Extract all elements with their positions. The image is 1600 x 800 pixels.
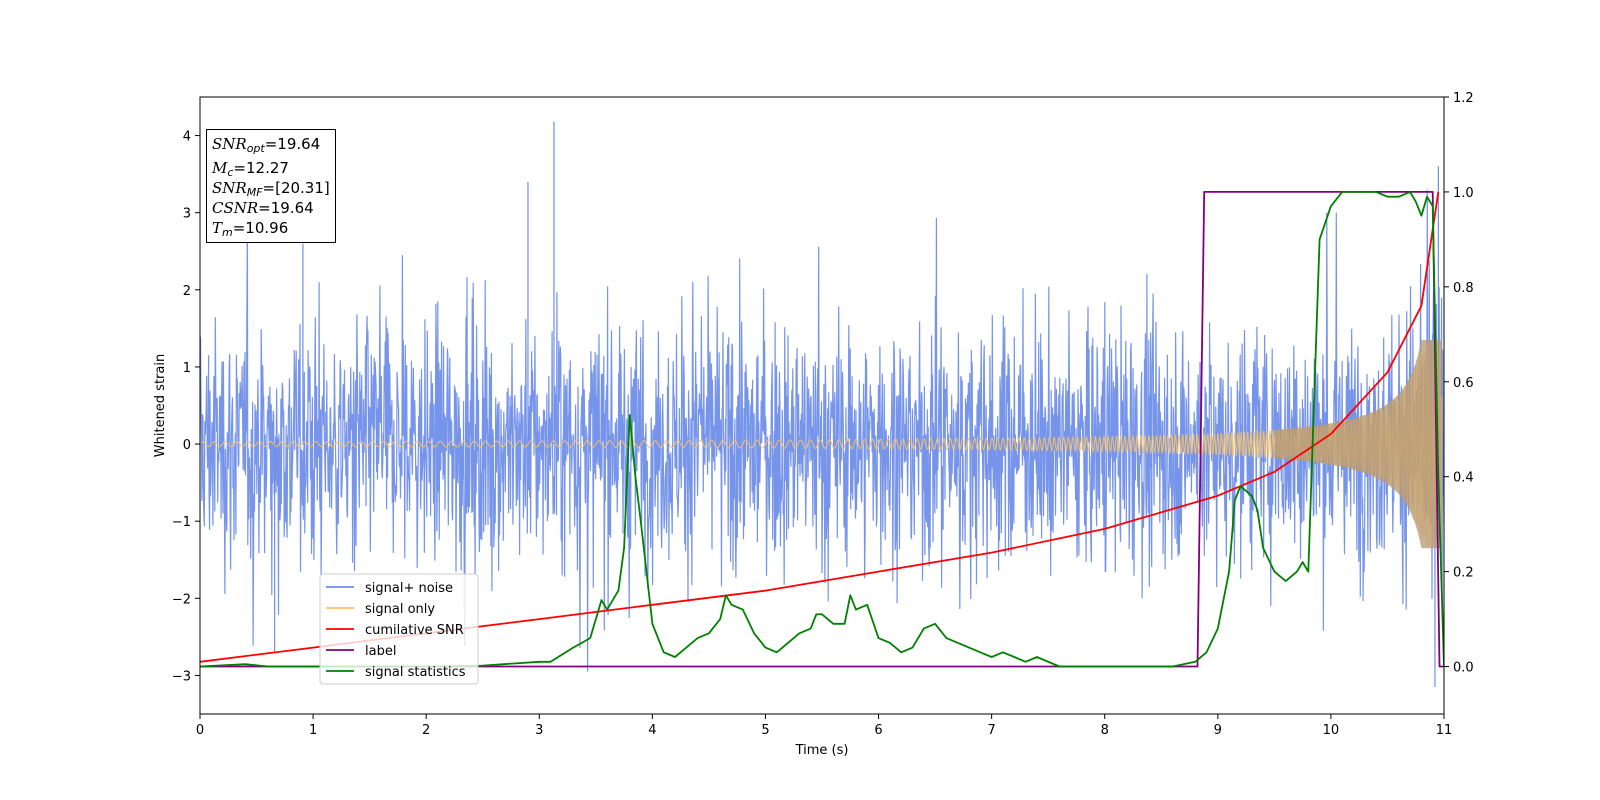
y-axis-label: Whitened strain bbox=[153, 354, 168, 457]
y-right-tick-label: 0.2 bbox=[1453, 566, 1474, 581]
x-tick-label: 3 bbox=[535, 723, 543, 738]
legend-label: signal+ noise bbox=[365, 581, 453, 596]
x-tick-label: 7 bbox=[987, 723, 995, 738]
series-signal-noise bbox=[200, 189, 1444, 672]
tm-subscript: m bbox=[222, 226, 233, 239]
snr-mf-subscript: MF bbox=[246, 186, 263, 199]
x-tick-label: 6 bbox=[874, 723, 882, 738]
x-tick-label: 11 bbox=[1436, 723, 1453, 738]
tm-value: =10.96 bbox=[232, 219, 289, 237]
y-left-tick-label: 4 bbox=[183, 130, 191, 145]
y-right-tick-label: 1.0 bbox=[1453, 186, 1474, 201]
x-tick-label: 2 bbox=[422, 723, 430, 738]
x-tick-label: 9 bbox=[1214, 723, 1222, 738]
x-tick-label: 0 bbox=[196, 723, 204, 738]
y-left-tick-label: −1 bbox=[172, 515, 191, 530]
snr-opt-symbol: SNR bbox=[212, 135, 247, 153]
plot-frame bbox=[199, 96, 1445, 715]
csnr-symbol: CSNR bbox=[212, 199, 259, 217]
csnr-line: CSNR=19.64 bbox=[212, 198, 330, 218]
legend: signal+ noise signal only cumilative SNR la… bbox=[319, 573, 479, 685]
x-tick-label: 1 bbox=[309, 723, 317, 738]
y-right-tick-label: 1.2 bbox=[1453, 91, 1474, 106]
series-signal-statistics bbox=[200, 191, 1444, 668]
snr-opt-value: =19.64 bbox=[264, 135, 321, 153]
y-right-tick-label: 0.8 bbox=[1453, 281, 1474, 296]
tm-line: Tm=10.96 bbox=[212, 218, 330, 238]
y-left-tick-label: 2 bbox=[183, 284, 191, 299]
x-tick-label: 8 bbox=[1101, 723, 1109, 738]
y-right-tick-label: 0.6 bbox=[1453, 376, 1474, 391]
x-tick-label: 5 bbox=[761, 723, 769, 738]
tm-symbol: T bbox=[212, 219, 223, 237]
snr-opt-subscript: opt bbox=[246, 142, 265, 155]
legend-label: cumilative SNR bbox=[365, 623, 464, 638]
x-tick-label: 4 bbox=[648, 723, 656, 738]
y-left-tick-label: 1 bbox=[183, 361, 191, 376]
y-left-tick-label: −2 bbox=[172, 592, 191, 607]
snr-mf-value: =[20.31] bbox=[262, 179, 330, 197]
mc-line: Mc=12.27 bbox=[212, 158, 330, 178]
x-axis-label: Time (s) bbox=[795, 743, 849, 758]
legend-label: label bbox=[365, 644, 396, 659]
y-right-tick-label: 0.0 bbox=[1453, 661, 1474, 676]
mc-subscript: c bbox=[227, 166, 234, 179]
x-tick-label: 10 bbox=[1323, 723, 1340, 738]
ticks-layer: 0 1 2 3 4 5 6 7 8 9 10 11 −3 −2 −1 0 1 2 3 4 0.0 0.2 0.4 0.6 0.8… bbox=[172, 91, 1474, 738]
legend-label: signal only bbox=[365, 602, 435, 617]
snr-mf-symbol: SNR bbox=[212, 179, 247, 197]
mc-value: =12.27 bbox=[233, 159, 289, 177]
y-left-tick-label: 3 bbox=[183, 207, 191, 222]
info-box: SNRopt=19.64 Mc=12.27 SNRMF=[20.31] CSNR… bbox=[206, 129, 336, 243]
y-right-tick-label: 0.4 bbox=[1453, 471, 1474, 486]
y-left-tick-label: −3 bbox=[172, 669, 191, 684]
mc-symbol: M bbox=[212, 159, 228, 177]
y-left-tick-label: 0 bbox=[183, 438, 191, 453]
signal-envelope-fill bbox=[1274, 339, 1442, 549]
snr-mf-line: SNRMF=[20.31] bbox=[212, 178, 330, 198]
snr-opt-line: SNRopt=19.64 bbox=[212, 134, 330, 154]
series-label bbox=[200, 191, 1444, 668]
series-signal-only bbox=[200, 340, 1443, 549]
legend-box bbox=[319, 573, 479, 685]
csnr-value: =19.64 bbox=[258, 199, 314, 217]
legend-label: signal statistics bbox=[365, 665, 466, 680]
